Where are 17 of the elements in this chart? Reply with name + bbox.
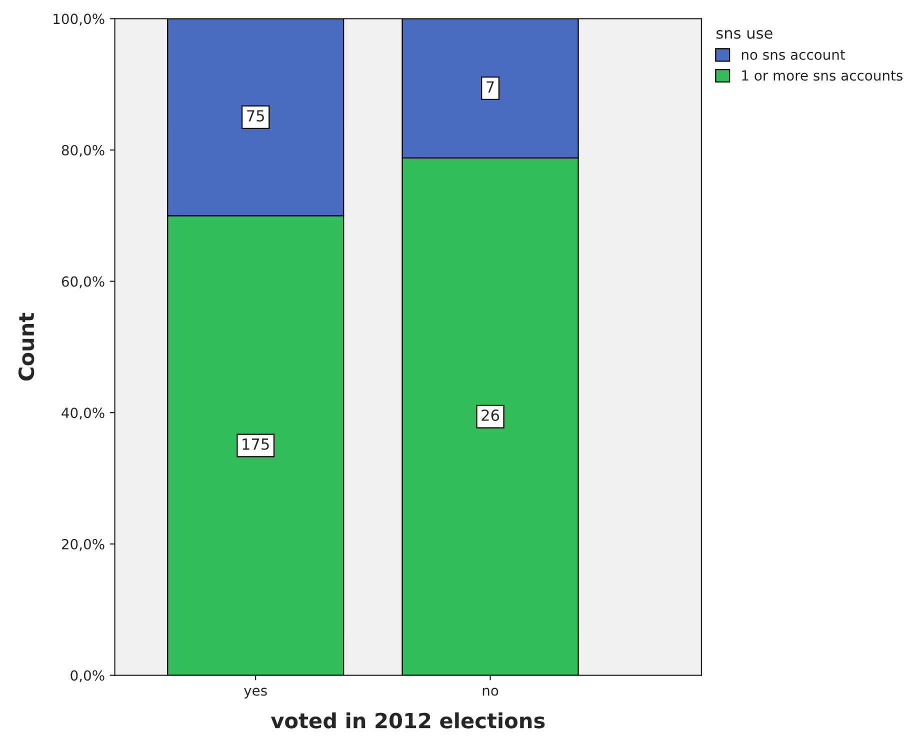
annotation: 7 <box>486 81 494 92</box>
x-tick-label: no <box>482 688 498 696</box>
legend-label: 1 or more sns accounts <box>742 70 903 81</box>
y-axis-title: Count <box>18 312 34 381</box>
y-tick-label: 20,0% <box>62 538 104 551</box>
legend-label: no sns account <box>742 50 846 60</box>
y-tick-label: 0,0% <box>70 670 104 682</box>
annotation: 26 <box>482 409 500 422</box>
y-tick-label: 60,0% <box>62 276 104 288</box>
annotation: 175 <box>242 438 269 450</box>
y-tick-label: 80,0% <box>62 144 104 157</box>
y-tick-label: 40,0% <box>62 408 104 420</box>
x-tick-label: yes <box>244 688 267 698</box>
legend-title: sns use <box>716 30 772 39</box>
x-axis-title: voted in 2012 elections <box>270 712 545 728</box>
y-tick-label: 100,0% <box>54 14 104 26</box>
annotation: 75 <box>247 110 264 122</box>
